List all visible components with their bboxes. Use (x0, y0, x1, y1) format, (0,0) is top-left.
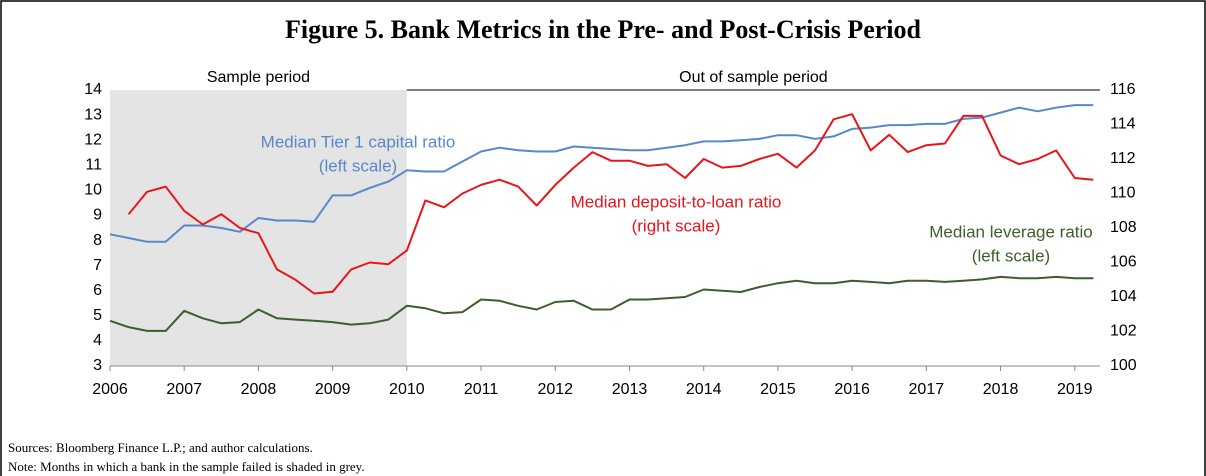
y-tick-label: 13 (84, 106, 102, 123)
series-label: Median leverage ratio (929, 222, 1092, 241)
y-tick-label: 5 (93, 307, 102, 324)
series-scale-note: (right scale) (632, 216, 721, 235)
y-tick-label: 6 (93, 282, 102, 299)
note: Note: Months in which a bank in the samp… (8, 459, 365, 474)
y2-tick-label: 104 (1110, 288, 1137, 305)
x-tick-label: 2015 (760, 381, 796, 398)
x-tick-label: 2009 (315, 381, 351, 398)
y2-tick-label: 106 (1110, 254, 1137, 271)
series-label: Median Tier 1 capital ratio (261, 132, 456, 151)
y2-tick-label: 112 (1110, 150, 1136, 167)
y2-tick-label: 108 (1110, 219, 1137, 236)
series-line (109, 104, 1094, 243)
x-tick-label: 2011 (464, 381, 499, 398)
sources: Sources: Bloomberg Finance L.P.; and aut… (8, 440, 313, 455)
y2-tick-label: 100 (1110, 357, 1137, 374)
period-label: Out of sample period (679, 69, 828, 86)
y-tick-label: 9 (93, 207, 102, 224)
x-tick-label: 2010 (389, 381, 425, 398)
series-line (109, 275, 1094, 332)
x-tick-label: 2014 (686, 381, 722, 398)
x-tick-label: 2007 (166, 381, 202, 398)
series-line (127, 113, 1094, 295)
series-label: Median deposit-to-loan ratio (571, 192, 782, 211)
y-tick-label: 12 (84, 131, 102, 148)
x-tick-label: 2019 (1057, 381, 1093, 398)
x-tick-label: 2016 (834, 381, 870, 398)
x-tick-label: 2013 (612, 381, 648, 398)
y-tick-label: 11 (85, 156, 102, 173)
x-tick-label: 2017 (909, 381, 945, 398)
period-label: Sample period (207, 69, 310, 86)
y-tick-label: 14 (84, 81, 102, 98)
y2-tick-label: 102 (1110, 323, 1137, 340)
x-tick-label: 2012 (537, 381, 573, 398)
x-tick-label: 2008 (241, 381, 277, 398)
x-tick-label: 2006 (92, 381, 128, 398)
y-tick-label: 10 (84, 182, 102, 199)
y2-tick-label: 114 (1110, 116, 1136, 133)
y-tick-label: 8 (93, 232, 102, 249)
series-scale-note: (left scale) (972, 246, 1050, 265)
shaded-period (110, 90, 407, 366)
y-tick-label: 4 (93, 332, 102, 349)
y-tick-label: 3 (93, 357, 102, 374)
y2-tick-label: 110 (1110, 185, 1136, 202)
chart-title: Figure 5. Bank Metrics in the Pre- and P… (285, 15, 922, 44)
y2-tick-label: 116 (1110, 81, 1136, 98)
series-scale-note: (left scale) (319, 156, 397, 175)
x-tick-label: 2018 (983, 381, 1019, 398)
y-tick-label: 7 (93, 257, 102, 274)
